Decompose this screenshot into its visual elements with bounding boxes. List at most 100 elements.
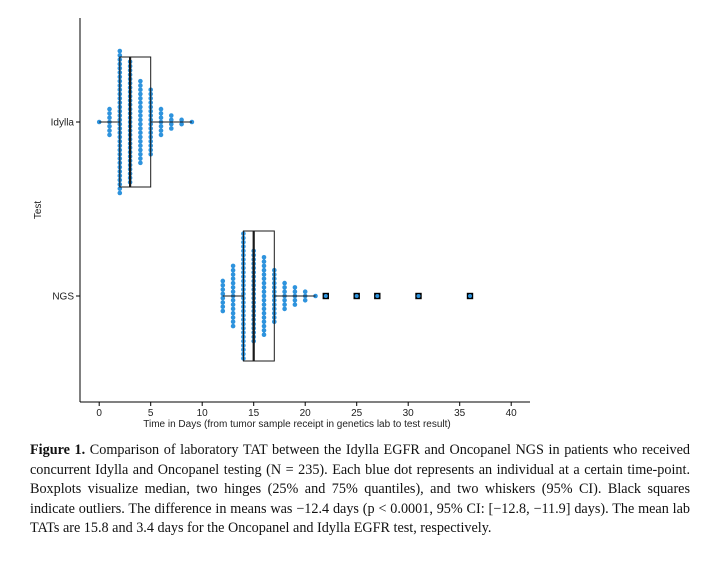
- x-tick-label: 20: [300, 408, 312, 419]
- x-tick-label: 30: [403, 408, 415, 419]
- ngs-data-point: [220, 300, 226, 305]
- ngs-data-point: [292, 289, 298, 295]
- idylla-box: [119, 56, 152, 188]
- x-axis-title: Time in Days (from tumor sample receipt …: [143, 419, 451, 430]
- idylla-data-point: [138, 78, 143, 84]
- ngs-data-point: [292, 285, 298, 290]
- ngs-data-point: [230, 306, 236, 312]
- ngs-data-point: [230, 323, 236, 329]
- ngs-data-point: [261, 293, 267, 299]
- ngs-data-point: [282, 285, 287, 290]
- ngs-data-point: [261, 289, 267, 295]
- idylla-data-point: [138, 113, 143, 118]
- ngs-data-point: [282, 298, 287, 303]
- ngs-data-point: [261, 310, 267, 316]
- ngs-data-point: [261, 259, 267, 264]
- ngs-data-point: [230, 276, 236, 282]
- ngs-data-point: [302, 289, 308, 295]
- ngs-data-point: [261, 272, 267, 277]
- ngs-data-point: [292, 302, 298, 307]
- idylla-data-point: [138, 91, 143, 97]
- idylla-data-point: [138, 104, 143, 110]
- idylla-data-point: [138, 134, 143, 140]
- idylla-data-point: [158, 111, 164, 116]
- ngs-data-point: [261, 306, 267, 312]
- ngs-box: [242, 230, 275, 362]
- idylla-data-point: [158, 132, 164, 138]
- idylla-data-point: [138, 156, 143, 161]
- idylla-data-point: [138, 160, 143, 166]
- idylla-data-point: [169, 126, 174, 131]
- ngs-data-point: [220, 291, 226, 297]
- idylla-data-point: [138, 143, 143, 148]
- idylla-data-point: [138, 139, 143, 144]
- ngs-data-point: [261, 263, 267, 269]
- idylla-data-point: [138, 96, 143, 101]
- ngs-data-point: [261, 254, 267, 260]
- y-category-label: NGS: [52, 292, 74, 303]
- idylla-data-point: [107, 128, 112, 133]
- ngs-data-point: [230, 280, 236, 286]
- ngs-data-point: [220, 282, 226, 288]
- idylla-data-point: [107, 115, 112, 120]
- ngs-data-point: [230, 302, 236, 307]
- ngs-data-point: [261, 332, 267, 338]
- idylla-data-point: [138, 126, 143, 131]
- x-tick-label: 35: [454, 408, 466, 419]
- x-tick-label: 25: [351, 408, 363, 419]
- ngs-data-point: [261, 323, 267, 329]
- ngs-data-point: [230, 298, 236, 303]
- ngs-outlier-point: [354, 294, 359, 298]
- idylla-data-point: [138, 121, 143, 127]
- idylla-data-point: [138, 83, 143, 88]
- ngs-data-point: [261, 280, 267, 286]
- idylla-data-point: [158, 115, 164, 120]
- ngs-outlier-point: [375, 294, 380, 298]
- y-category-label: Idylla: [51, 118, 75, 129]
- idylla-data-point: [117, 190, 123, 196]
- x-tick-label: 5: [148, 408, 154, 419]
- ngs-data-point: [261, 315, 267, 320]
- ngs-data-point: [261, 328, 267, 333]
- idylla-data-point: [138, 130, 143, 136]
- idylla-data-point: [107, 124, 112, 129]
- ngs-data-point: [230, 310, 236, 316]
- idylla-data-point: [107, 111, 112, 116]
- ngs-outlier-point: [323, 294, 328, 298]
- x-tick-label: 10: [197, 408, 209, 419]
- dot-boxplot-chart: 0 5 10 15 20 25 30 35 40 Idylla NGS Time in Days (f…: [33, 18, 530, 430]
- idylla-data-point: [158, 124, 164, 129]
- ngs-outlier-point: [468, 294, 472, 298]
- idylla-data-point: [138, 87, 143, 93]
- ngs-data-point: [230, 315, 236, 320]
- ngs-data-point: [220, 295, 226, 301]
- ngs-data-point: [282, 302, 287, 307]
- ngs-data-point: [282, 306, 287, 312]
- ngs-data-point: [220, 287, 226, 292]
- ngs-data-point: [220, 304, 226, 310]
- figure-caption: Figure 1. Comparison of laboratory TAT b…: [30, 441, 690, 539]
- idylla-data-point: [158, 128, 164, 133]
- idylla-data-point: [138, 147, 143, 153]
- ngs-data-point: [230, 267, 236, 273]
- ngs-data-point: [220, 308, 226, 314]
- idylla-data-point: [107, 132, 112, 138]
- idylla-data-point: [138, 108, 143, 114]
- idylla-data-point: [158, 106, 164, 112]
- ngs-data-point: [261, 319, 267, 325]
- idylla-data-point: [138, 117, 143, 123]
- caption-text: Comparison of laboratory TAT between the…: [30, 442, 691, 536]
- idylla-data-point: [107, 106, 112, 112]
- ngs-data-point: [261, 276, 267, 282]
- ngs-data-point: [261, 267, 267, 273]
- idylla-data-point: [138, 151, 143, 157]
- ngs-data-point: [302, 298, 308, 303]
- y-axis-title: Test: [33, 201, 44, 220]
- x-tick-label: 0: [96, 408, 102, 419]
- idylla-data-point: [179, 121, 184, 127]
- ngs-data-point: [282, 289, 287, 295]
- ngs-data-point: [292, 298, 298, 303]
- ngs-outlier-point: [416, 294, 421, 298]
- ngs-data-point: [230, 285, 236, 290]
- x-tick-label: 40: [506, 408, 518, 419]
